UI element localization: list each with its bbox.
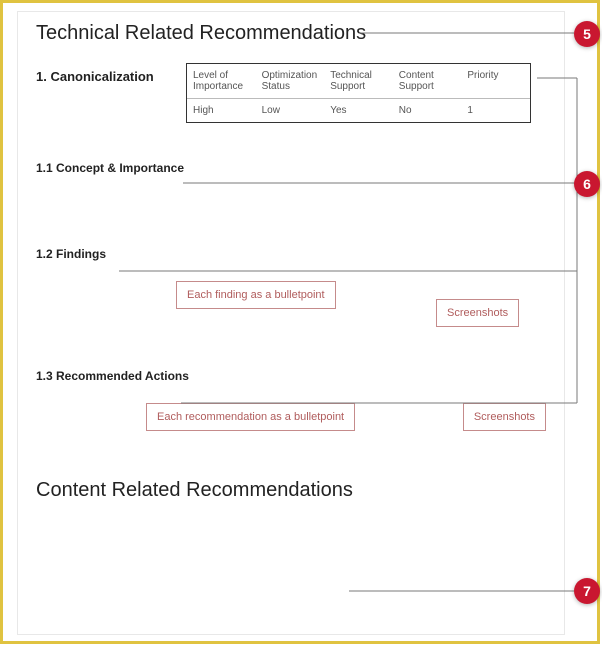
th-tech-support: Technical Support <box>324 64 393 98</box>
th-optimization: Optimization Status <box>256 64 325 98</box>
td-importance: High <box>187 99 256 122</box>
main-heading: Technical Related Recommendations <box>36 22 546 45</box>
attributes-table: Level of Importance Optimization Status … <box>186 63 531 123</box>
callout-bubble-6: 6 <box>574 171 600 197</box>
callout-bubble-5: 5 <box>574 21 600 47</box>
document-panel: Technical Related Recommendations 1. Can… <box>17 11 565 635</box>
section-1-title: 1. Canonicalization <box>36 63 186 84</box>
actions-content-row: Each recommendation as a bulletpoint Scr… <box>36 403 546 431</box>
findings-content-row: Each finding as a bulletpoint Screenshot… <box>36 281 546 327</box>
td-tech-support: Yes <box>324 99 393 122</box>
th-priority: Priority <box>461 64 530 98</box>
td-optimization: Low <box>256 99 325 122</box>
table-header-row: Level of Importance Optimization Status … <box>187 64 530 99</box>
th-content-support: Content Support <box>393 64 462 98</box>
screenshots-placeholder-1: Screenshots <box>436 299 519 327</box>
bottom-heading: Content Related Recommendations <box>36 479 546 502</box>
finding-placeholder: Each finding as a bulletpoint <box>176 281 336 309</box>
actions-right: Screenshots <box>463 403 546 431</box>
td-content-support: No <box>393 99 462 122</box>
findings-left: Each finding as a bulletpoint <box>176 281 426 309</box>
callout-bubble-7: 7 <box>574 578 600 604</box>
th-importance: Level of Importance <box>187 64 256 98</box>
sub-1-2-title: 1.2 Findings <box>36 247 546 261</box>
sub-1-1-title: 1.1 Concept & Importance <box>36 161 546 175</box>
actions-left: Each recommendation as a bulletpoint <box>146 403 423 431</box>
page-wrap: Technical Related Recommendations 1. Can… <box>0 0 600 644</box>
sub-1-3-title: 1.3 Recommended Actions <box>36 369 546 383</box>
recommendation-placeholder: Each recommendation as a bulletpoint <box>146 403 355 431</box>
screenshots-placeholder-2: Screenshots <box>463 403 546 431</box>
td-priority: 1 <box>461 99 530 122</box>
table-data-row: High Low Yes No 1 <box>187 99 530 122</box>
section-1-row: 1. Canonicalization Level of Importance … <box>36 63 546 123</box>
findings-right: Screenshots <box>436 299 519 327</box>
